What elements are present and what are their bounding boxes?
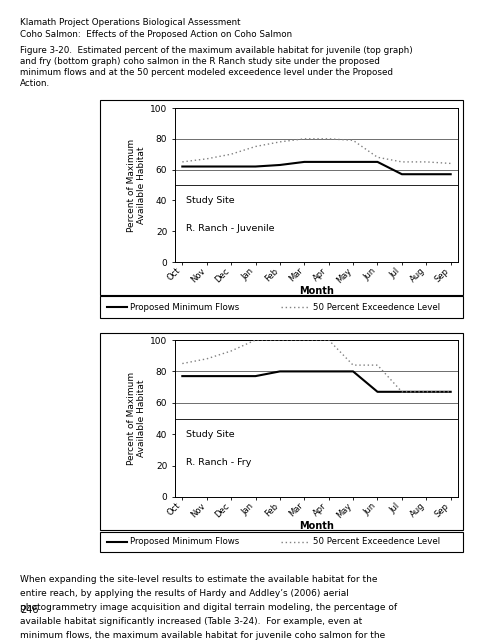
Text: Coho Salmon:  Effects of the Proposed Action on Coho Salmon: Coho Salmon: Effects of the Proposed Act…: [20, 30, 292, 39]
X-axis label: Month: Month: [299, 521, 334, 531]
Text: R. Ranch - Fry: R. Ranch - Fry: [186, 458, 251, 467]
Text: minimum flows and at the 50 percent modeled exceedence level under the Proposed: minimum flows and at the 50 percent mode…: [20, 68, 393, 77]
Text: Proposed Minimum Flows: Proposed Minimum Flows: [130, 303, 239, 312]
Bar: [175, 185, 458, 262]
Text: Study Site: Study Site: [186, 429, 235, 438]
Y-axis label: Percent of Maximum
Available Habitat: Percent of Maximum Available Habitat: [127, 138, 146, 232]
Text: When expanding the site-level results to estimate the available habitat for the: When expanding the site-level results to…: [20, 575, 377, 584]
Bar: [175, 419, 458, 497]
Text: 50 Percent Exceedence Level: 50 Percent Exceedence Level: [313, 303, 440, 312]
Text: available habitat significantly increased (Table 3-24).  For example, even at: available habitat significantly increase…: [20, 617, 362, 626]
Text: entire reach, by applying the results of Hardy and Addley’s (2006) aerial: entire reach, by applying the results of…: [20, 589, 348, 598]
Text: Figure 3-20.  Estimated percent of the maximum available habitat for juvenile (t: Figure 3-20. Estimated percent of the ma…: [20, 46, 412, 55]
Text: minimum flows, the maximum available habitat for juvenile coho salmon for the: minimum flows, the maximum available hab…: [20, 631, 385, 640]
Text: Klamath Project Operations Biological Assessment: Klamath Project Operations Biological As…: [20, 18, 240, 27]
Text: 246: 246: [20, 605, 38, 615]
Text: 50 Percent Exceedence Level: 50 Percent Exceedence Level: [313, 538, 440, 547]
X-axis label: Month: Month: [299, 286, 334, 296]
Text: and fry (bottom graph) coho salmon in the R Ranch study site under the proposed: and fry (bottom graph) coho salmon in th…: [20, 57, 380, 66]
Text: R. Ranch - Juvenile: R. Ranch - Juvenile: [186, 223, 275, 232]
Text: Study Site: Study Site: [186, 196, 235, 205]
Y-axis label: Percent of Maximum
Available Habitat: Percent of Maximum Available Habitat: [127, 372, 146, 465]
Text: Action.: Action.: [20, 79, 50, 88]
Text: photogrammetry image acquisition and digital terrain modeling, the percentage of: photogrammetry image acquisition and dig…: [20, 603, 397, 612]
Text: Proposed Minimum Flows: Proposed Minimum Flows: [130, 538, 239, 547]
